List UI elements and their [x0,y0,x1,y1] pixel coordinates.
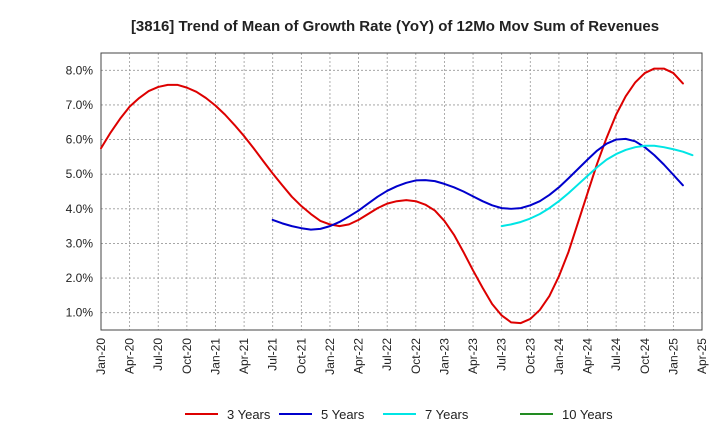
chart-title: [3816] Trend of Mean of Growth Rate (YoY… [131,18,659,35]
y-tick-label: 6.0% [66,133,94,147]
series-layer [100,67,694,325]
legend-label-7-years: 7 Years [425,407,469,422]
x-tick-label: Oct-21 [294,338,308,374]
x-tick-label: Jan-24 [552,338,566,375]
legend-label-5-years: 5 Years [321,407,365,422]
grid-layer [100,53,703,330]
y-tick-label: 4.0% [66,202,94,216]
series-line-7-years [500,144,694,228]
x-tick-label: Oct-20 [180,338,194,374]
x-tick-label: Oct-22 [409,338,423,374]
x-tick-label: Oct-24 [638,338,652,374]
x-tick-label: Jul-24 [609,338,623,371]
series-line-3-years [100,67,684,325]
x-tick-label: Jan-20 [94,338,108,375]
x-tick-label: Jan-25 [666,338,680,375]
x-tick-label: Apr-21 [237,338,251,374]
y-tick-label: 2.0% [66,271,94,285]
legend: 3 Years 5 Years 7 Years 10 Years [185,407,613,422]
x-tick-label: Jan-22 [323,338,337,375]
y-axis-ticks: 1.0% 2.0% 3.0% 4.0% 5.0% 6.0% 7.0% 8.0% [66,63,94,319]
plot-frame [100,52,703,331]
series-line-5-years [271,137,684,231]
y-tick-label: 7.0% [66,98,94,112]
x-tick-label: Apr-23 [466,338,480,374]
x-tick-label: Jan-23 [437,338,451,375]
x-tick-label: Jul-22 [380,338,394,371]
y-tick-label: 1.0% [66,306,94,320]
legend-label-10-years: 10 Years [562,407,613,422]
x-tick-label: Jan-21 [208,338,222,375]
x-tick-label: Jul-23 [495,338,509,371]
x-tick-label: Apr-24 [581,338,595,374]
y-tick-label: 3.0% [66,236,94,250]
x-axis-ticks: Jan-20 Apr-20 Jul-20 Oct-20 Jan-21 Apr-21 Jul-… [94,338,709,375]
x-tick-label: Jul-20 [151,338,165,371]
legend-label-3-years: 3 Years [227,407,271,422]
x-tick-label: Apr-20 [123,338,137,374]
x-tick-label: Jul-21 [266,338,280,371]
x-tick-label: Apr-22 [352,338,366,374]
y-tick-label: 5.0% [66,167,94,181]
y-tick-label: 8.0% [66,63,94,77]
x-tick-label: Apr-25 [695,338,709,374]
x-tick-label: Oct-23 [523,338,537,374]
